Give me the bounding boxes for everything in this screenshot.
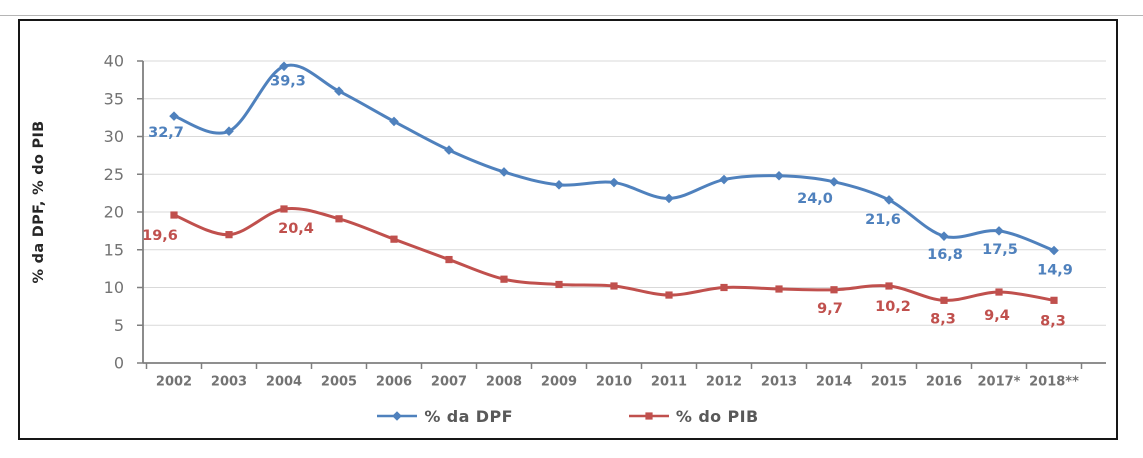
- svg-text:17,5: 17,5: [982, 242, 1018, 258]
- svg-text:2008: 2008: [486, 375, 522, 390]
- svg-text:2003: 2003: [211, 375, 247, 390]
- svg-text:2012: 2012: [706, 375, 742, 390]
- top-divider: [0, 15, 1143, 16]
- svg-text:20,4: 20,4: [278, 221, 314, 237]
- svg-text:20: 20: [104, 203, 124, 222]
- svg-text:8,3: 8,3: [1040, 313, 1066, 329]
- svg-text:2015: 2015: [871, 375, 907, 390]
- svg-text:2005: 2005: [321, 375, 357, 390]
- svg-text:10: 10: [104, 278, 124, 297]
- svg-text:0: 0: [114, 354, 124, 373]
- chart-legend: % da DPF % do PIB: [20, 405, 1116, 427]
- svg-text:2009: 2009: [541, 375, 577, 390]
- series-dpf: 32,7 39,3 24,0 21,6 16,8 17,5 14,9: [148, 61, 1073, 279]
- svg-text:35: 35: [104, 89, 124, 108]
- svg-text:2007: 2007: [431, 375, 467, 390]
- legend-item-dpf: % da DPF: [377, 407, 513, 426]
- svg-text:2004: 2004: [266, 375, 302, 390]
- svg-text:14,9: 14,9: [1037, 263, 1073, 279]
- svg-text:2017*: 2017*: [978, 375, 1021, 390]
- svg-text:25: 25: [104, 165, 124, 184]
- line-chart-plot: 0 5 10 15 20 25 30 35 40 2002 2003 2004 2005 2006 2007…: [104, 52, 1106, 390]
- series-pib: 19,6 20,4 9,7 10,2 8,3 9,4 8,3: [142, 205, 1066, 329]
- svg-text:2014: 2014: [816, 375, 852, 390]
- svg-text:24,0: 24,0: [797, 191, 833, 207]
- gridlines: [143, 60, 1106, 326]
- svg-text:9,7: 9,7: [817, 301, 843, 317]
- y-tick-labels: 0 5 10 15 20 25 30 35 40: [104, 52, 124, 373]
- svg-text:32,7: 32,7: [148, 125, 184, 141]
- x-tick-labels: 2002 2003 2004 2005 2006 2007 2008 2009 2010 2011…: [156, 375, 1079, 390]
- legend-label-pib: % do PIB: [675, 406, 759, 426]
- svg-text:40: 40: [104, 52, 124, 71]
- svg-text:2010: 2010: [596, 375, 632, 390]
- svg-text:15: 15: [104, 240, 124, 259]
- svg-text:39,3: 39,3: [270, 73, 306, 89]
- dpf-line-diamond-icon: [377, 411, 418, 421]
- svg-text:2018**: 2018**: [1029, 375, 1079, 390]
- svg-text:2006: 2006: [376, 375, 412, 390]
- svg-text:8,3: 8,3: [930, 311, 956, 327]
- svg-text:10,2: 10,2: [875, 299, 911, 315]
- svg-text:9,4: 9,4: [984, 308, 1010, 324]
- svg-text:2016: 2016: [926, 375, 962, 390]
- svg-text:19,6: 19,6: [142, 228, 178, 244]
- axes: [137, 60, 1106, 369]
- svg-text:2013: 2013: [761, 375, 797, 390]
- legend-item-pib: % do PIB: [628, 406, 759, 426]
- svg-text:5: 5: [114, 316, 124, 335]
- svg-text:2011: 2011: [651, 375, 687, 390]
- svg-text:2002: 2002: [156, 375, 192, 390]
- svg-text:16,8: 16,8: [927, 247, 963, 263]
- svg-text:30: 30: [104, 127, 124, 146]
- pib-line-square-icon: [628, 412, 669, 420]
- legend-label-dpf: % da DPF: [424, 406, 513, 426]
- svg-text:21,6: 21,6: [865, 212, 901, 228]
- chart-frame: % da DPF, % do PIB 0 5 10 15 20 25 30 35 40 2002 2…: [18, 19, 1118, 440]
